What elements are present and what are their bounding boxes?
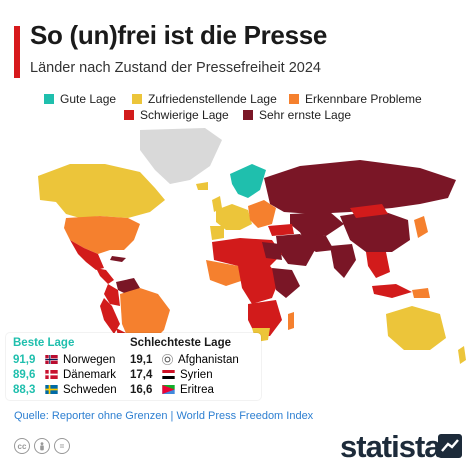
region-new-zealand [458, 346, 466, 364]
region-iran [300, 232, 334, 252]
ranking-country: Afghanistan [178, 353, 239, 366]
ranking-score: 89,6 [13, 368, 36, 381]
worst-rankings: Schlechteste Lage 19,1 Afghanistan 17,4 … [130, 337, 239, 397]
ranking-country: Schweden [63, 383, 117, 396]
ranking-row: 16,6 Eritrea [130, 382, 239, 397]
legend-swatch [132, 94, 142, 104]
region-russia [264, 160, 456, 214]
norway-flag-icon [45, 355, 58, 364]
ranking-row: 91,9 Norwegen [13, 352, 117, 367]
region-canada [38, 164, 165, 218]
best-rankings: Beste Lage 91,9 Norwegen 89,6 Dänemark 8… [13, 337, 117, 397]
region-greenland [140, 128, 222, 184]
region-mongolia [350, 204, 388, 218]
region-iceland [196, 182, 208, 190]
region-east-africa [272, 268, 300, 298]
region-australia [386, 306, 446, 350]
region-usa [64, 216, 140, 254]
ranking-score: 88,3 [13, 383, 36, 396]
legend-swatch [289, 94, 299, 104]
cc-icon[interactable]: cc [14, 438, 30, 454]
legend-item-sehr-ernste-lage: Sehr ernste Lage [243, 108, 351, 122]
legend-label: Erkennbare Probleme [305, 92, 422, 106]
title-accent-bar [14, 26, 20, 78]
legend-item-gute-lage: Gute Lage [44, 92, 116, 106]
region-se-asia [366, 252, 390, 278]
person-icon [40, 441, 44, 450]
ranking-row: 17,4 Syrien [130, 367, 239, 382]
region-egypt [262, 242, 282, 260]
region-central-africa [238, 266, 280, 304]
legend-label: Sehr ernste Lage [259, 108, 352, 122]
page-title: So (un)frei ist die Presse [30, 20, 328, 50]
legend-swatch [124, 110, 134, 120]
legend-item-schwierige-lage: Schwierige Lage [124, 108, 229, 122]
region-uk [212, 196, 222, 212]
legend-swatch [44, 94, 54, 104]
statista-logo-icon[interactable] [438, 434, 462, 458]
legend-item-erkennbare-probleme: Erkennbare Probleme [289, 92, 422, 106]
region-central-america [96, 268, 114, 284]
region-madagascar [288, 312, 294, 330]
worst-rankings-heading: Schlechteste Lage [130, 337, 231, 349]
region-eastern-europe [248, 200, 276, 228]
region-peru [100, 298, 120, 334]
denmark-flag-icon [45, 370, 58, 379]
ranking-score: 16,6 [130, 383, 153, 396]
region-scandinavia [230, 164, 266, 198]
region-indonesia [372, 284, 412, 298]
by-icon[interactable] [34, 438, 50, 454]
legend-swatch [243, 110, 253, 120]
ranking-row: 19,1 Afghanistan [130, 352, 239, 367]
ranking-country: Norwegen [63, 353, 116, 366]
license-icons[interactable]: cc = [14, 438, 70, 454]
ranking-score: 91,9 [13, 353, 36, 366]
region-mexico [70, 240, 104, 270]
legend-label: Schwierige Lage [140, 108, 229, 122]
region-colombia [104, 284, 120, 306]
eritrea-flag-icon [162, 385, 175, 394]
ranking-score: 17,4 [130, 368, 153, 381]
sweden-flag-icon [45, 385, 58, 394]
best-rankings-heading: Beste Lage [13, 337, 75, 349]
region-india [330, 244, 356, 278]
region-turkey [268, 224, 294, 236]
page-subtitle: Länder nach Zustand der Pressefreiheit 2… [30, 60, 321, 76]
syria-flag-icon [162, 370, 175, 379]
nd-icon[interactable]: = [54, 438, 70, 454]
ranking-country: Eritrea [180, 383, 214, 396]
region-china [340, 210, 410, 252]
region-europe-west [216, 204, 252, 230]
region-caribbean [110, 256, 126, 262]
ranking-row: 88,3 Schweden [13, 382, 117, 397]
ranking-row: 89,6 Dänemark [13, 367, 117, 382]
region-papua [412, 288, 430, 298]
afghanistan-flag-icon [162, 354, 173, 365]
ranking-country: Syrien [180, 368, 213, 381]
region-southern-africa [248, 300, 282, 336]
legend-label: Zufriedenstellende Lage [148, 92, 277, 106]
rankings-box: Beste Lage 91,9 Norwegen 89,6 Dänemark 8… [6, 333, 261, 400]
legend-label: Gute Lage [60, 92, 117, 106]
region-west-africa [206, 260, 244, 286]
ranking-score: 19,1 [130, 353, 153, 366]
source-link[interactable]: Quelle: Reporter ohne Grenzen | World Pr… [14, 410, 314, 422]
region-central-asia [290, 212, 344, 236]
statista-logo-text[interactable]: statista [340, 429, 442, 464]
region-japan [414, 216, 428, 238]
ranking-country: Dänemark [63, 368, 117, 381]
legend-item-zufriedenstellend: Zufriedenstellende Lage [132, 92, 277, 106]
region-iberia [210, 226, 224, 240]
